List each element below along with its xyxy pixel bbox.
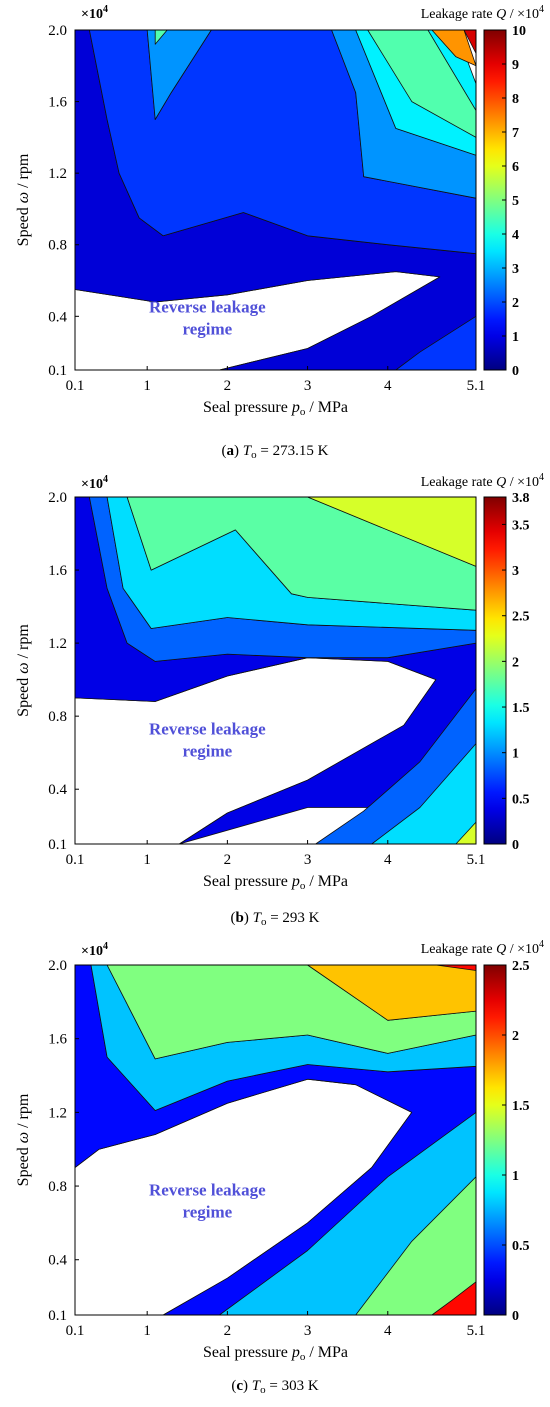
x-tick-label: 3 xyxy=(304,852,312,868)
y-tick-label: 1.6 xyxy=(48,563,67,579)
contour-panel-b: Reverse leakage regime 0.1 1 2 3 4 5.1 0.1 0.4 0.8… xyxy=(15,472,544,928)
colorbar xyxy=(483,964,507,1316)
colorbar-tick-label: 2.5 xyxy=(512,959,530,974)
colorbar-title: Leakage rate Q / ×104 xyxy=(421,4,544,22)
x-tick-label: 0.1 xyxy=(66,1323,85,1339)
region-label-line2: regime xyxy=(182,320,232,339)
region-label-line2: regime xyxy=(182,1202,232,1221)
y-axis-label: Speed ω / rpm xyxy=(15,153,32,246)
y-tick-label: 0.1 xyxy=(48,363,67,379)
colorbar-tick-label: 3.5 xyxy=(512,518,530,533)
contour-panel-c: Reverse leakage regime 0.1 1 2 3 4 5.1 0.1 0.4 0.8… xyxy=(15,939,544,1396)
colorbar-tick-label: 2 xyxy=(512,296,519,311)
x-tick-label: 3 xyxy=(304,1323,312,1339)
colorbar-tick-label: 10 xyxy=(512,24,526,39)
colorbar-title: Leakage rate Q / ×104 xyxy=(421,939,544,957)
x-tick-label: 0.1 xyxy=(66,378,85,394)
y-tick-label: 0.4 xyxy=(48,782,67,798)
x-tick-label: 4 xyxy=(384,1323,392,1339)
colorbar-tick-label: 0 xyxy=(512,1309,519,1324)
colorbar-tick-label: 1.5 xyxy=(512,701,530,716)
colorbar xyxy=(483,496,507,845)
colorbar-tick-label: 2.5 xyxy=(512,610,530,625)
y-tick-label: 2.0 xyxy=(48,23,67,39)
x-axis-label: Seal pressure po / MPa xyxy=(203,1344,348,1363)
colorbar-tick-label: 1 xyxy=(512,747,519,762)
colorbar-tick-label: 6 xyxy=(512,160,519,175)
x-tick-label: 5.1 xyxy=(467,378,486,394)
y-tick-label: 2.0 xyxy=(48,490,67,506)
plot-frame xyxy=(74,964,477,1316)
y-tick-label: 0.1 xyxy=(48,837,67,853)
colorbar-tick-label: 7 xyxy=(512,126,519,141)
y-tick-label: 1.6 xyxy=(48,1032,67,1048)
region-label-line1: Reverse leakage xyxy=(149,719,266,738)
x-tick-label: 1 xyxy=(143,1323,151,1339)
colorbar-tick-label: 3 xyxy=(512,564,519,579)
region-label-line1: Reverse leakage xyxy=(149,298,266,317)
y-tick-label: 0.4 xyxy=(48,1253,67,1269)
x-tick-label: 5.1 xyxy=(467,852,486,868)
plot-frame xyxy=(74,496,477,845)
colorbar-tick-label: 3 xyxy=(512,262,519,277)
colorbar-tick-label: 1 xyxy=(512,1169,519,1184)
y-tick-label: 2.0 xyxy=(48,958,67,974)
colorbar-tick-label: 3.8 xyxy=(512,491,530,506)
colorbar-tick-label: 1 xyxy=(512,330,519,345)
y-tick-label: 0.8 xyxy=(48,709,67,725)
x-axis-label: Seal pressure po / MPa xyxy=(203,873,348,892)
colorbar-tick-label: 9 xyxy=(512,58,519,73)
x-tick-label: 2 xyxy=(224,852,232,868)
x-tick-label: 3 xyxy=(304,378,312,394)
y-tick-label: 1.6 xyxy=(48,95,67,111)
x-tick-label: 1 xyxy=(143,378,151,394)
plot-frame xyxy=(74,29,477,371)
region-label-line1: Reverse leakage xyxy=(149,1180,266,1199)
y-multiplier: ×104 xyxy=(81,4,108,22)
y-tick-label: 0.4 xyxy=(48,309,67,325)
y-tick-label: 0.8 xyxy=(48,238,67,254)
x-tick-label: 1 xyxy=(143,852,151,868)
y-tick-label: 0.1 xyxy=(48,1308,67,1324)
x-tick-label: 4 xyxy=(384,378,392,394)
x-tick-label: 2 xyxy=(224,1323,232,1339)
colorbar-tick-label: 1.5 xyxy=(512,1099,530,1114)
colorbar-tick-label: 4 xyxy=(512,228,519,243)
y-multiplier: ×104 xyxy=(81,474,108,492)
x-tick-label: 0.1 xyxy=(66,852,85,868)
y-tick-label: 1.2 xyxy=(48,1105,67,1121)
y-tick-label: 1.2 xyxy=(48,166,67,182)
colorbar-title: Leakage rate Q / ×104 xyxy=(421,472,544,490)
x-tick-label: 4 xyxy=(384,852,392,868)
colorbar-tick-label: 5 xyxy=(512,194,519,209)
panel-caption: (b) To = 293 K xyxy=(231,910,320,928)
region-label-line2: regime xyxy=(182,741,232,760)
y-tick-label: 1.2 xyxy=(48,636,67,652)
colorbar-tick-label: 2 xyxy=(512,655,519,670)
panel-caption: (c) To = 303 K xyxy=(231,1378,318,1396)
y-axis-label: Speed ω / rpm xyxy=(15,1093,32,1186)
y-axis-label: Speed ω / rpm xyxy=(15,624,32,717)
colorbar-tick-label: 0 xyxy=(512,364,519,379)
panel-caption: (a) To = 273.15 K xyxy=(222,443,329,461)
x-tick-label: 2 xyxy=(224,378,232,394)
x-tick-label: 5.1 xyxy=(467,1323,486,1339)
y-multiplier: ×104 xyxy=(81,941,108,959)
colorbar-tick-label: 0 xyxy=(512,838,519,853)
contour-panel-a: Reverse leakage regime 0.1 1 2 3 4 5.1 0.1 0.4 0.8… xyxy=(15,4,544,461)
colorbar-tick-label: 2 xyxy=(512,1029,519,1044)
colorbar-tick-label: 0.5 xyxy=(512,1239,530,1254)
colorbar-tick-label: 0.5 xyxy=(512,792,530,807)
y-tick-label: 0.8 xyxy=(48,1179,67,1195)
x-axis-label: Seal pressure po / MPa xyxy=(203,399,348,418)
colorbar-tick-label: 8 xyxy=(512,92,519,107)
